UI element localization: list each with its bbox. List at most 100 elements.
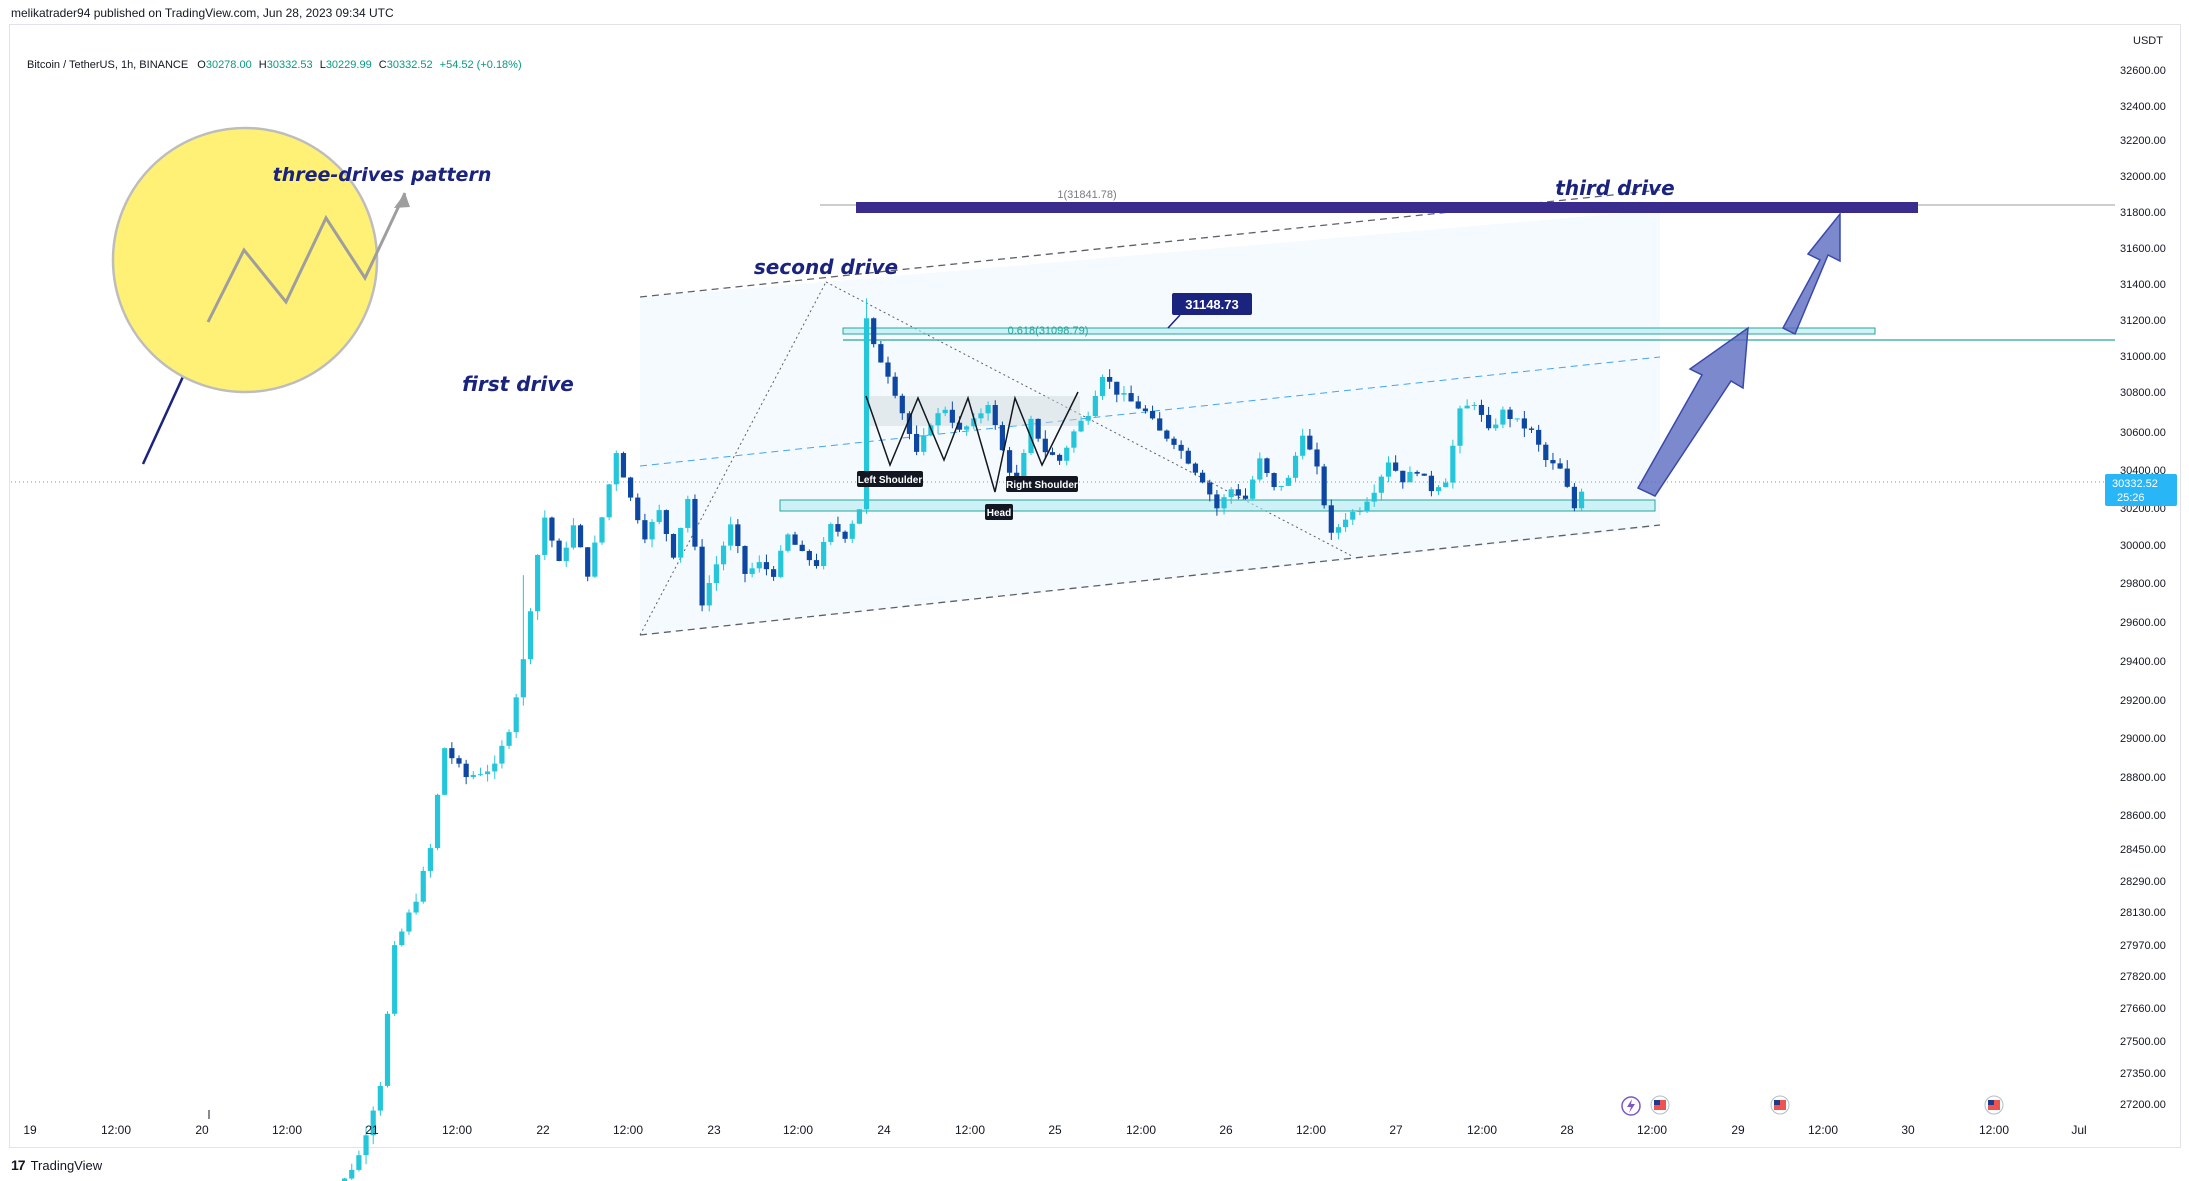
candle-body xyxy=(914,433,920,452)
price-tick-label: 27200.00 xyxy=(2120,1099,2166,1111)
candle xyxy=(577,523,584,548)
candle xyxy=(1121,386,1127,402)
candle xyxy=(742,545,748,583)
chart-frame[interactable]: Bitcoin / TetherUS, 1h, BINANCE O30278.0… xyxy=(9,24,2181,1148)
candle-body xyxy=(1364,501,1370,512)
candle xyxy=(1285,475,1291,487)
candle xyxy=(1486,406,1492,431)
candle xyxy=(1543,442,1549,467)
candle xyxy=(1421,473,1427,476)
candle xyxy=(434,793,441,851)
time-tick-label: 20 xyxy=(195,1123,209,1137)
candle-body xyxy=(527,611,534,660)
candle-body xyxy=(1521,418,1527,429)
candle-body xyxy=(1221,497,1227,509)
candle xyxy=(735,519,741,554)
candle-body xyxy=(1500,409,1506,425)
candle xyxy=(1057,453,1063,465)
candle-body xyxy=(399,931,405,946)
candle-body xyxy=(1121,393,1127,395)
candle-body xyxy=(856,509,862,524)
candle xyxy=(1200,469,1206,484)
candle xyxy=(921,428,927,456)
time-tick-label: 30 xyxy=(1901,1123,1915,1137)
head-label-bg xyxy=(985,504,1013,520)
price-tick-label: 29400.00 xyxy=(2120,656,2166,668)
footer-brand[interactable]: 17 TradingView xyxy=(11,1157,102,1173)
projection-arrow-1 xyxy=(1636,326,1749,497)
candle xyxy=(1092,390,1098,417)
candle-body xyxy=(1257,458,1263,480)
candle-body xyxy=(756,562,762,569)
candle-body xyxy=(949,409,955,423)
candle-body xyxy=(628,477,634,498)
candle xyxy=(985,401,991,421)
candle-body xyxy=(356,1155,362,1170)
price-tick-label: 27970.00 xyxy=(2120,940,2166,952)
overlay-layer: Left Shoulder Head Right Shoulder 1(31841.7… xyxy=(111,126,1918,520)
candle xyxy=(1507,406,1513,428)
tradingview-brand[interactable]: TradingView xyxy=(30,1157,103,1173)
candle-body xyxy=(620,453,627,478)
candle-body xyxy=(535,554,541,612)
third-drive-target-bar xyxy=(856,202,1918,213)
candle xyxy=(656,504,662,525)
candle xyxy=(363,1126,369,1165)
candle-body xyxy=(342,1178,348,1181)
candle xyxy=(377,1082,383,1116)
price-tick-label: 30800.00 xyxy=(2120,387,2166,399)
candle-body xyxy=(556,540,562,561)
candle-body xyxy=(964,426,970,430)
candle xyxy=(1443,478,1449,488)
candle-body xyxy=(420,870,426,902)
candle xyxy=(1178,440,1184,459)
candle-body xyxy=(749,568,755,574)
time-tick-label: 29 xyxy=(1731,1123,1745,1137)
symbol-name[interactable]: Bitcoin / TetherUS, 1h, BINANCE xyxy=(27,59,189,71)
candle-body xyxy=(778,550,784,577)
three-drives-zigzag xyxy=(206,192,407,323)
candle-body xyxy=(477,774,484,776)
candles-layer xyxy=(342,298,1585,1181)
candle xyxy=(685,495,691,533)
candle xyxy=(570,518,576,550)
candle-body xyxy=(1171,438,1177,445)
candle-body xyxy=(1385,462,1392,477)
candle-body xyxy=(1378,476,1384,493)
price-tick-label: 31600.00 xyxy=(2120,243,2166,255)
price-tick-label: 30000.00 xyxy=(2120,540,2166,552)
candle-body xyxy=(613,453,619,485)
candle-body xyxy=(1192,463,1199,473)
candle xyxy=(670,533,677,560)
price-tick-label: 29800.00 xyxy=(2120,578,2166,590)
candle-body xyxy=(720,545,727,565)
candle-body xyxy=(1057,454,1063,461)
candle-body xyxy=(377,1085,383,1111)
price-axis[interactable]: USDT 32600.00 32400.00 32200.00 32000.00 3180… xyxy=(2105,35,2177,1111)
candle-body xyxy=(1471,404,1477,406)
candle xyxy=(1221,494,1227,515)
candle-body xyxy=(1307,435,1313,450)
candle-body xyxy=(1271,473,1277,488)
candle-body xyxy=(1200,472,1206,483)
candle-body xyxy=(1235,489,1241,496)
candle xyxy=(828,522,834,545)
time-axis[interactable]: 19 12:00 20 12:00 21 12:00 22 12:00 23 12:00 24 12:… xyxy=(23,1095,2087,1137)
candle xyxy=(806,549,812,566)
price-callout-bg xyxy=(1172,293,1252,315)
candle xyxy=(1536,424,1542,452)
candle-body xyxy=(713,564,719,584)
price-tick-label: 32600.00 xyxy=(2120,65,2166,77)
symbol-legend[interactable]: Bitcoin / TetherUS, 1h, BINANCE O30278.0… xyxy=(27,59,522,71)
ohlc-close: 30332.52 xyxy=(386,59,433,71)
time-tick-label: 12:00 xyxy=(1808,1123,1838,1137)
candle xyxy=(914,425,920,456)
candle xyxy=(442,747,448,796)
candle-body xyxy=(649,521,655,540)
candle-body xyxy=(1071,431,1077,448)
candle-body xyxy=(849,523,855,539)
ohlc-high: 30332.53 xyxy=(266,59,313,71)
candle xyxy=(1006,446,1013,481)
candle xyxy=(492,755,498,779)
